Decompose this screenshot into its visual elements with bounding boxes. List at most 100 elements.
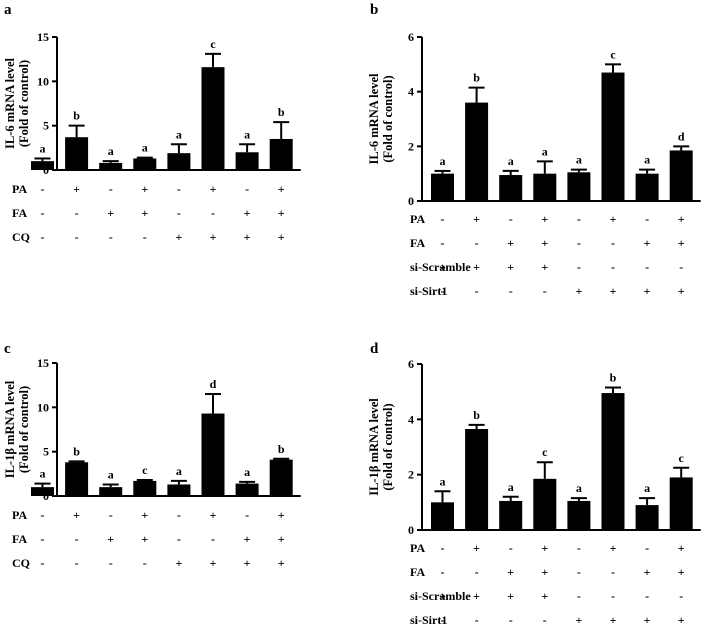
condition-label: CQ [12,230,30,244]
condition-mark: - [611,260,615,274]
bar [167,153,191,170]
condition-mark: - [543,613,547,627]
condition-mark: + [210,182,217,196]
condition-label: PA [12,508,27,522]
condition-mark: + [575,284,582,298]
condition-mark: + [507,589,514,603]
condition-mark: + [244,230,251,244]
y-tick-label: 4 [408,85,414,99]
condition-mark: - [645,212,649,226]
condition-mark: - [475,236,479,250]
condition-mark: - [441,541,445,555]
condition-mark: - [475,613,479,627]
bar [499,175,523,201]
condition-mark: - [75,230,79,244]
bar [99,162,123,170]
significance-letter: b [473,71,480,85]
significance-letter: c [679,451,685,465]
bar [431,173,454,201]
condition-mark: + [644,284,651,298]
bar [669,477,693,530]
bar [235,152,259,170]
condition-mark: - [245,182,249,196]
condition-mark: + [278,556,285,570]
bar [269,138,293,170]
bar [65,462,89,496]
y-tick-label: 15 [37,356,49,370]
condition-mark: - [143,556,147,570]
condition-mark: - [109,230,113,244]
condition-mark: + [439,260,446,274]
condition-mark: - [509,212,513,226]
condition-label: PA [12,182,27,196]
condition-mark: - [679,589,683,603]
condition-mark: - [211,532,215,546]
condition-mark: - [475,565,479,579]
condition-mark: - [577,236,581,250]
condition-mark: + [541,212,548,226]
significance-letter: a [40,467,46,481]
bar [567,500,591,530]
condition-label: FA [410,236,425,250]
significance-letter: a [440,474,446,488]
condition-mark: + [244,206,251,220]
condition-mark: + [610,284,617,298]
significance-letter: a [108,144,114,158]
condition-mark: - [577,541,581,555]
condition-mark: + [210,556,217,570]
condition-mark: + [644,236,651,250]
condition-mark: - [577,260,581,274]
condition-mark: + [678,541,685,555]
condition-mark: - [109,508,113,522]
condition-mark: - [577,589,581,603]
condition-mark: - [177,508,181,522]
y-tick-label: 6 [408,357,414,371]
condition-mark: - [441,212,445,226]
condition-mark: + [678,565,685,579]
condition-mark: + [507,236,514,250]
panel-d: d IL-1β mRNA level (Fold of control) 0 2 4 6 a b… [367,341,701,627]
condition-mark: - [143,230,147,244]
condition-label: FA [12,532,27,546]
bar [465,102,489,201]
significance-letter: d [678,129,685,143]
condition-label: CQ [12,556,30,570]
condition-label: FA [410,565,425,579]
condition-mark: + [439,589,446,603]
y-axis-label: IL-1β mRNA level [367,398,381,496]
y-tick-label: 0 [408,194,414,208]
y-tick-label: 2 [408,468,414,482]
bar [601,393,625,530]
significance-letter: c [610,47,616,61]
bar [65,137,89,170]
condition-mark: - [177,182,181,196]
significance-letter: c [542,445,548,459]
y-axis-label: IL-6 mRNA level [367,73,381,164]
condition-mark: - [611,565,615,579]
condition-mark: + [141,182,148,196]
condition-mark: + [141,206,148,220]
y-tick-label: 15 [37,30,49,44]
condition-mark: - [41,230,45,244]
condition-mark: - [577,565,581,579]
bar [465,429,489,530]
significance-letter: d [210,377,217,391]
condition-mark: - [645,260,649,274]
condition-mark: + [473,541,480,555]
condition-mark: + [473,589,480,603]
condition-mark: - [41,206,45,220]
significance-letter: a [142,141,148,155]
bar [669,150,693,201]
bar [431,502,454,530]
condition-mark: + [541,236,548,250]
condition-mark: - [475,284,479,298]
significance-letter: c [142,463,148,477]
condition-mark: + [473,212,480,226]
condition-mark: + [473,260,480,274]
significance-letter: a [176,464,182,478]
condition-mark: - [109,182,113,196]
significance-letter: b [73,109,80,123]
panel-label: c [4,341,11,357]
bar [269,459,293,496]
condition-mark: + [244,532,251,546]
